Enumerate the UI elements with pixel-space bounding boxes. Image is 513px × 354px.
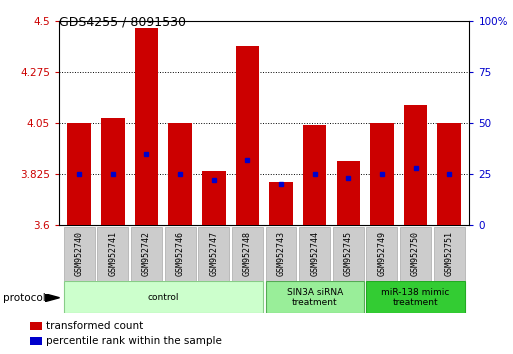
Text: GSM952743: GSM952743 [277, 232, 286, 276]
Bar [67, 123, 91, 225]
Bar [30, 322, 42, 330]
Text: GSM952746: GSM952746 [175, 232, 185, 276]
Bar [235, 46, 259, 225]
Text: GSM952748: GSM952748 [243, 232, 252, 276]
Text: GSM952744: GSM952744 [310, 232, 319, 276]
Text: GSM952740: GSM952740 [75, 232, 84, 276]
Bar [101, 119, 125, 225]
Text: GSM952741: GSM952741 [108, 232, 117, 276]
Bar [30, 337, 42, 345]
Text: GSM952745: GSM952745 [344, 232, 353, 276]
Bar [299, 227, 330, 281]
Text: SIN3A siRNA
treatment: SIN3A siRNA treatment [287, 288, 343, 307]
Text: protocol: protocol [3, 293, 45, 303]
Bar [370, 123, 393, 225]
Bar [198, 227, 229, 281]
Text: transformed count: transformed count [46, 321, 144, 331]
Bar [433, 227, 465, 281]
Bar [232, 227, 263, 281]
Text: GSM952751: GSM952751 [445, 232, 453, 276]
Text: control: control [148, 293, 179, 302]
Text: GSM952747: GSM952747 [209, 232, 218, 276]
Text: GSM952742: GSM952742 [142, 232, 151, 276]
Bar [266, 227, 297, 281]
Bar [366, 227, 398, 281]
Bar [64, 227, 95, 281]
Bar [97, 227, 128, 281]
Bar [438, 123, 461, 225]
Polygon shape [45, 294, 60, 302]
Bar [135, 28, 158, 225]
Text: GDS4255 / 8091530: GDS4255 / 8091530 [59, 15, 186, 28]
Bar [131, 227, 162, 281]
Text: miR-138 mimic
treatment: miR-138 mimic treatment [381, 288, 450, 307]
Bar [303, 125, 326, 225]
Bar [333, 227, 364, 281]
Bar [64, 281, 263, 313]
Bar [269, 182, 293, 225]
Bar [168, 123, 192, 225]
Bar [202, 171, 226, 225]
Bar [165, 227, 195, 281]
Bar [400, 227, 431, 281]
Bar [366, 281, 465, 313]
Text: percentile rank within the sample: percentile rank within the sample [46, 336, 222, 346]
Text: GSM952750: GSM952750 [411, 232, 420, 276]
Text: GSM952749: GSM952749 [378, 232, 386, 276]
Bar [404, 105, 427, 225]
Bar [337, 161, 360, 225]
Bar [266, 281, 364, 313]
